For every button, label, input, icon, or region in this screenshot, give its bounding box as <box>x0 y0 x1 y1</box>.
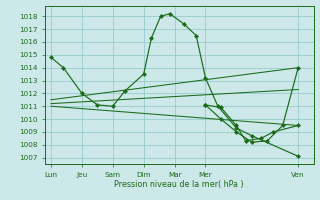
X-axis label: Pression niveau de la mer( hPa ): Pression niveau de la mer( hPa ) <box>114 180 244 189</box>
